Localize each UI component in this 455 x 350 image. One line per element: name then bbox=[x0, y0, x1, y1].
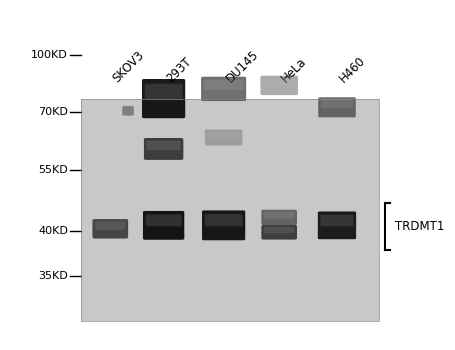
Text: H460: H460 bbox=[336, 54, 367, 85]
Text: SKOV3: SKOV3 bbox=[110, 48, 147, 85]
Text: 70KD: 70KD bbox=[38, 107, 68, 118]
FancyBboxPatch shape bbox=[260, 76, 297, 95]
FancyBboxPatch shape bbox=[261, 210, 296, 225]
Text: 35KD: 35KD bbox=[38, 271, 68, 281]
FancyBboxPatch shape bbox=[263, 78, 295, 86]
FancyBboxPatch shape bbox=[95, 222, 125, 230]
FancyBboxPatch shape bbox=[203, 80, 243, 90]
Text: 100KD: 100KD bbox=[31, 50, 68, 60]
FancyBboxPatch shape bbox=[317, 211, 355, 239]
FancyBboxPatch shape bbox=[122, 106, 134, 116]
FancyBboxPatch shape bbox=[263, 227, 294, 233]
FancyBboxPatch shape bbox=[142, 79, 185, 118]
Text: TRDMT1: TRDMT1 bbox=[394, 220, 443, 233]
FancyBboxPatch shape bbox=[320, 215, 353, 226]
FancyBboxPatch shape bbox=[92, 219, 128, 239]
Text: 40KD: 40KD bbox=[38, 225, 68, 236]
FancyBboxPatch shape bbox=[204, 214, 242, 226]
FancyBboxPatch shape bbox=[320, 100, 352, 108]
FancyBboxPatch shape bbox=[144, 84, 182, 100]
Text: HeLa: HeLa bbox=[278, 55, 309, 85]
Text: 55KD: 55KD bbox=[38, 165, 68, 175]
FancyBboxPatch shape bbox=[145, 215, 181, 226]
FancyBboxPatch shape bbox=[261, 225, 296, 240]
Text: DU145: DU145 bbox=[223, 47, 261, 85]
FancyBboxPatch shape bbox=[201, 77, 246, 101]
FancyBboxPatch shape bbox=[263, 211, 294, 218]
FancyBboxPatch shape bbox=[202, 210, 245, 240]
FancyBboxPatch shape bbox=[143, 211, 184, 240]
FancyBboxPatch shape bbox=[318, 97, 355, 117]
FancyBboxPatch shape bbox=[146, 141, 180, 150]
FancyBboxPatch shape bbox=[81, 99, 379, 321]
Text: 293T: 293T bbox=[163, 55, 193, 85]
FancyBboxPatch shape bbox=[144, 138, 183, 160]
FancyBboxPatch shape bbox=[204, 130, 242, 146]
FancyBboxPatch shape bbox=[207, 132, 239, 139]
